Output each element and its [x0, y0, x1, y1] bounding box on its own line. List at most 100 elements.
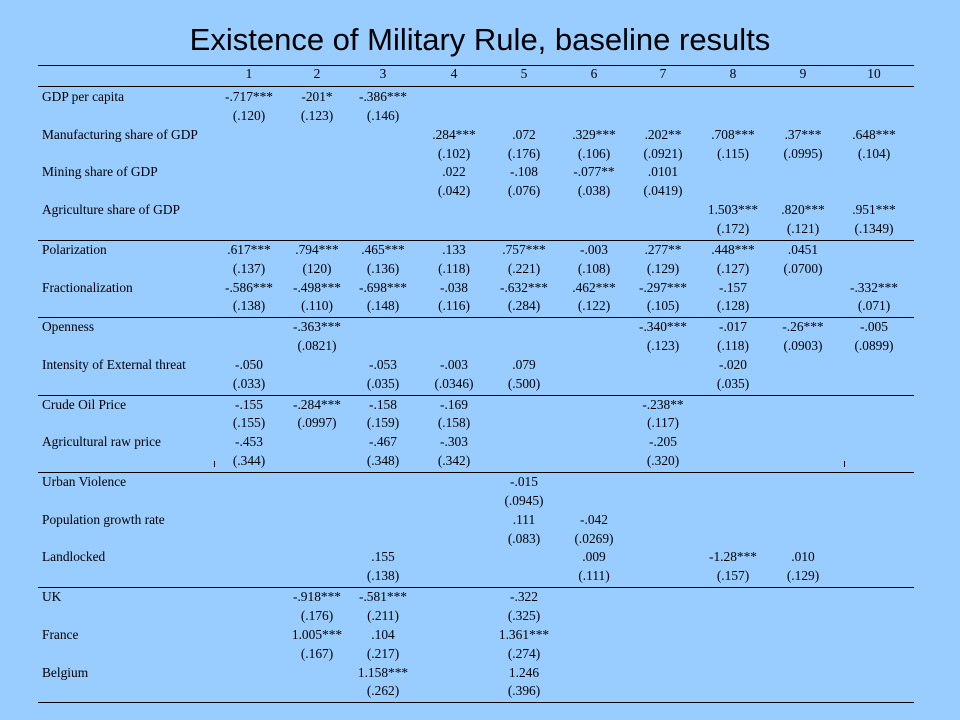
coefficient-cell: -.386***: [359, 89, 407, 104]
table-row-se: (.262) (.396): [38, 682, 914, 700]
table-row-se: (.172) (.121) (.1349): [38, 220, 914, 238]
column-header: 9: [799, 66, 807, 81]
coefficient-cell: .133: [442, 241, 466, 257]
column-header: 3: [379, 66, 387, 81]
coefficient-cell: -.918***: [293, 589, 341, 605]
coefficient-cell: -.284***: [293, 396, 341, 412]
coefficient-cell: -.632***: [500, 279, 548, 295]
coefficient-cell: -.003: [440, 356, 468, 372]
coefficient-cell: 1.005***: [291, 626, 343, 642]
standard-error-cell: (.117): [647, 415, 679, 431]
standard-error-cell: (.120): [232, 107, 266, 123]
standard-error-cell: (.038): [577, 183, 611, 199]
table-row-se: (.083) (.0269): [38, 530, 914, 548]
coefficient-cell: .022: [442, 164, 466, 180]
standard-error-cell: (.0269): [574, 530, 614, 546]
table-row: Mining share of GDP .022 -.108 -.077** .0101: [38, 163, 914, 181]
slide-title: Existence of Military Rule, baseline res…: [189, 22, 771, 57]
standard-error-cell: (.035): [366, 375, 400, 391]
coefficient-cell: -.205: [649, 434, 677, 450]
border-tick: [844, 461, 845, 467]
group-separator: [38, 587, 914, 589]
standard-error-cell: (.221): [507, 260, 541, 276]
standard-error-cell: (.118): [438, 260, 470, 276]
coefficient-cell: -.050: [235, 356, 263, 372]
standard-error-cell: (.137): [232, 260, 266, 276]
standard-error-cell: (.104): [857, 145, 891, 161]
coefficient-cell: -.108: [510, 164, 538, 180]
coefficient-cell: .284***: [432, 126, 476, 142]
column-header: 6: [590, 66, 598, 81]
standard-error-cell: (.157): [716, 568, 750, 584]
coefficient-cell: -.453: [235, 434, 263, 450]
standard-error-cell: (.0821): [297, 338, 337, 354]
standard-error-cell: (.105): [646, 298, 680, 314]
coefficient-cell: .009: [582, 549, 606, 565]
coefficient-cell: 1.361***: [498, 626, 550, 642]
coefficient-cell: 1.503***: [707, 202, 759, 218]
table-row: Openness -.363*** -.340*** -.017 -.26*** -.00…: [38, 318, 914, 336]
table-row: Fractionalization -.586*** -.498*** -.698**…: [38, 279, 914, 297]
standard-error-cell: (.122): [577, 298, 611, 314]
standard-error-cell: (.123): [300, 107, 334, 123]
coefficient-cell: -.322: [510, 589, 538, 605]
standard-error-cell: (.320): [646, 453, 680, 469]
standard-error-cell: (.0995): [783, 145, 823, 161]
standard-error-cell: (.274): [507, 645, 541, 661]
standard-error-cell: (.083): [507, 530, 541, 546]
coefficient-cell: .708***: [711, 126, 755, 142]
coefficient-cell: -.467: [369, 434, 397, 450]
standard-error-cell: (.071): [857, 298, 891, 314]
standard-error-cell: (.042): [437, 183, 471, 199]
row-label: GDP per capita: [42, 89, 125, 104]
standard-error-cell: (.176): [507, 145, 541, 161]
standard-error-cell: (.127): [716, 260, 750, 276]
table-row: Manufacturing share of GDP .284*** .072 .32…: [38, 126, 914, 144]
table-row: Urban Violence -.015: [38, 473, 914, 491]
standard-error-cell: (.1349): [854, 220, 894, 236]
coefficient-cell: -.498***: [293, 279, 341, 295]
coefficient-cell: -.363***: [293, 319, 341, 335]
row-label: UK: [42, 589, 62, 605]
coefficient-cell: -.26***: [782, 319, 824, 335]
table-row-se: (.0945): [38, 492, 914, 510]
coefficient-cell: .0101: [647, 164, 679, 180]
coefficient-cell: -.303: [440, 434, 468, 450]
row-label: Polarization: [42, 241, 107, 257]
coefficient-cell: .757***: [502, 241, 546, 257]
standard-error-cell: (.344): [232, 453, 266, 469]
coefficient-cell: -.003: [580, 241, 608, 257]
table-bottom-rule: [38, 702, 914, 704]
coefficient-cell: -.155: [235, 396, 263, 412]
standard-error-cell: (.123): [646, 338, 680, 354]
group-separator: [38, 239, 914, 241]
standard-error-cell: (.138): [366, 568, 400, 584]
standard-error-cell: (.076): [507, 183, 541, 199]
coefficient-cell: -.586***: [225, 279, 273, 295]
column-header: 1: [245, 66, 253, 81]
coefficient-cell: .155: [371, 549, 395, 565]
standard-error-cell: (.121): [786, 220, 820, 236]
standard-error-cell: (.396): [507, 683, 541, 699]
standard-error-cell: (.136): [366, 260, 400, 276]
standard-error-cell: (.262): [366, 683, 400, 699]
coefficient-cell: .277**: [644, 241, 682, 257]
row-label: Openness: [42, 319, 95, 335]
standard-error-cell: (.102): [437, 145, 471, 161]
standard-error-cell: (.115): [717, 145, 749, 161]
table-row-se: (.042) (.076) (.038) (.0419): [38, 182, 914, 200]
coefficient-cell: .202**: [644, 126, 682, 142]
group-separator: [38, 472, 914, 473]
coefficient-cell: .648***: [852, 126, 896, 142]
table-row: Agricultural raw price -.453 -.467 -.303 -.2…: [38, 433, 914, 451]
standard-error-cell: (.108): [577, 260, 611, 276]
group-separator: [38, 394, 914, 396]
standard-error-cell: (.284): [507, 298, 541, 314]
table-row: Intensity of External threat -.050 -.053 -.…: [38, 356, 914, 374]
header-rule: [38, 86, 914, 87]
row-label: Population growth rate: [42, 511, 165, 527]
row-label: Fractionalization: [42, 279, 133, 295]
row-label: Manufacturing share of GDP: [42, 126, 198, 142]
standard-error-cell: (.167): [300, 645, 334, 661]
standard-error-cell: (.158): [437, 415, 471, 431]
